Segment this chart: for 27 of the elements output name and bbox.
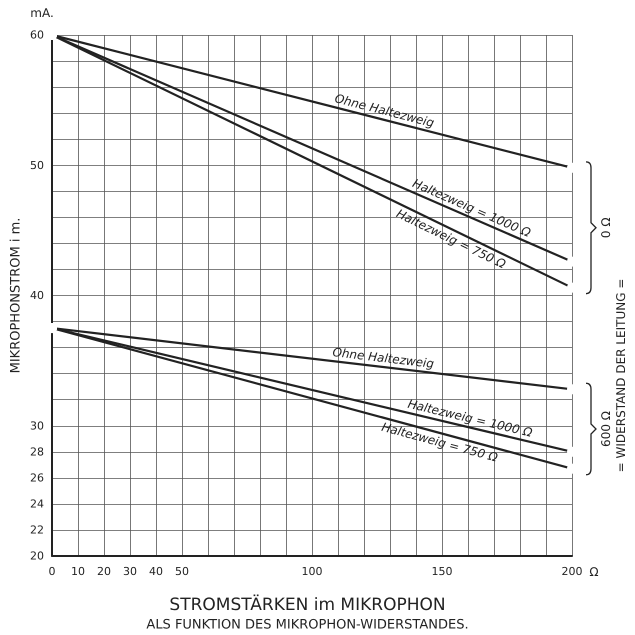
text: Ohne Haltezweig (332, 345, 436, 371)
text: Ω (589, 565, 599, 579)
x-tick-label: 200 (562, 565, 582, 578)
text: 0 Ω (599, 217, 613, 238)
y-axis-title: MIKROPHONSTROM i m. (8, 218, 24, 374)
y-tick-label: 40 (30, 289, 44, 302)
x-tick-label: 10 (71, 565, 85, 578)
text: = WIDERSTAND DER LEITUNG = (614, 278, 628, 472)
text: mA. (30, 6, 54, 20)
y-tick-label: 24 (30, 497, 44, 510)
y-tick-label: 22 (30, 523, 44, 536)
y-tick-label: 26 (30, 471, 44, 484)
x-tick-label: 50 (175, 565, 189, 578)
text: ALS FUNKTION DES MIKROPHON-WIDERSTANDES. (146, 618, 469, 632)
text: 600 Ω (599, 411, 613, 447)
y-tick-label: 50 (30, 158, 44, 172)
y-tick-label: 60 (30, 28, 44, 42)
x-tick-label: 30 (123, 565, 137, 578)
x-tick-label: 100 (302, 565, 322, 578)
x-axis-title: STROMSTÄRKEN im MIKROPHON (169, 594, 446, 615)
x-tick-label: 150 (432, 565, 452, 578)
y-tick-label: 30 (30, 419, 44, 432)
x-tick-label: 20 (97, 565, 111, 578)
x-tick-label: 40 (149, 565, 163, 578)
y-tick-label: 28 (30, 445, 44, 458)
x-tick-label: 0 (48, 565, 56, 578)
y-tick-label: 20 (30, 550, 44, 562)
